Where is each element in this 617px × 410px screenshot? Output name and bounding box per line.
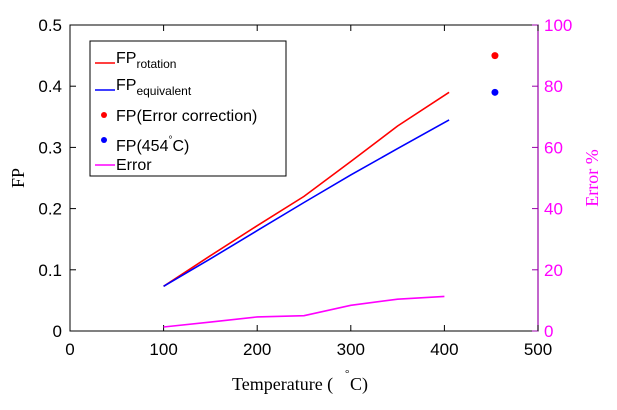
legend-label-error: Error (116, 157, 152, 174)
x-tick-label-0: 0 (65, 340, 74, 359)
left-tick-label-3: 0.3 (38, 138, 62, 157)
series-line-fp-rotation (163, 91, 450, 287)
right-tick-label-3: 60 (544, 138, 563, 157)
x-axis-title-unit: C) (350, 374, 368, 395)
x-axis-title: Temperature ( ° C) (232, 368, 368, 395)
x-tick-label-3: 300 (337, 340, 365, 359)
legend-label-fp-rotation: FProtation (116, 50, 176, 71)
x-axis-title-main: Temperature ( (232, 374, 333, 395)
series-line-error (163, 295, 445, 328)
legend: FProtation FPequivalent FP(Error correct… (89, 40, 287, 177)
series-point-fp-error-correction-0 (491, 52, 499, 60)
right-tick-label-2: 40 (544, 200, 563, 219)
axes-group (69, 24, 539, 332)
legend-label-fp-error-correction: FP(Error correction) (116, 108, 257, 125)
x-tick-label-1: 100 (149, 340, 177, 359)
right-tick-label-0: 0 (544, 322, 553, 341)
series-layer (163, 52, 499, 328)
y-axis-right-title: Error % (582, 149, 602, 206)
left-tick-label-4: 0.4 (38, 77, 62, 96)
legend-swatch-fp-454 (101, 137, 107, 143)
x-tick-label-2: 200 (243, 340, 271, 359)
legend-label-fp-454: FP(454°C) (116, 135, 189, 155)
legend-label-fp-equivalent: FPequivalent (116, 77, 192, 98)
series-point-fp-454-0 (491, 88, 499, 96)
legend-box (89, 40, 287, 177)
left-tick-label-1: 0.1 (38, 261, 62, 280)
right-tick-label-1: 20 (544, 261, 563, 280)
left-tick-label-2: 0.2 (38, 200, 62, 219)
right-tick-label-4: 80 (544, 77, 563, 96)
y-axis-left-title: FP (8, 168, 28, 188)
x-tick-label-5: 500 (524, 340, 552, 359)
x-ticks: 0 100 200 300 400 500 (65, 25, 552, 359)
left-tick-label-0: 0 (53, 322, 62, 341)
series-line-fp-equivalent (163, 119, 450, 287)
left-tick-label-5: 0.5 (38, 16, 62, 35)
x-axis-title-degree: ° (345, 368, 349, 380)
right-ticks: 0 20 40 60 80 100 (532, 16, 572, 341)
legend-swatch-fp-error-correction (101, 112, 107, 118)
left-ticks: 0 0.1 0.2 0.3 0.4 0.5 (38, 16, 76, 341)
right-tick-label-5: 100 (544, 16, 572, 35)
x-tick-label-4: 400 (430, 340, 458, 359)
